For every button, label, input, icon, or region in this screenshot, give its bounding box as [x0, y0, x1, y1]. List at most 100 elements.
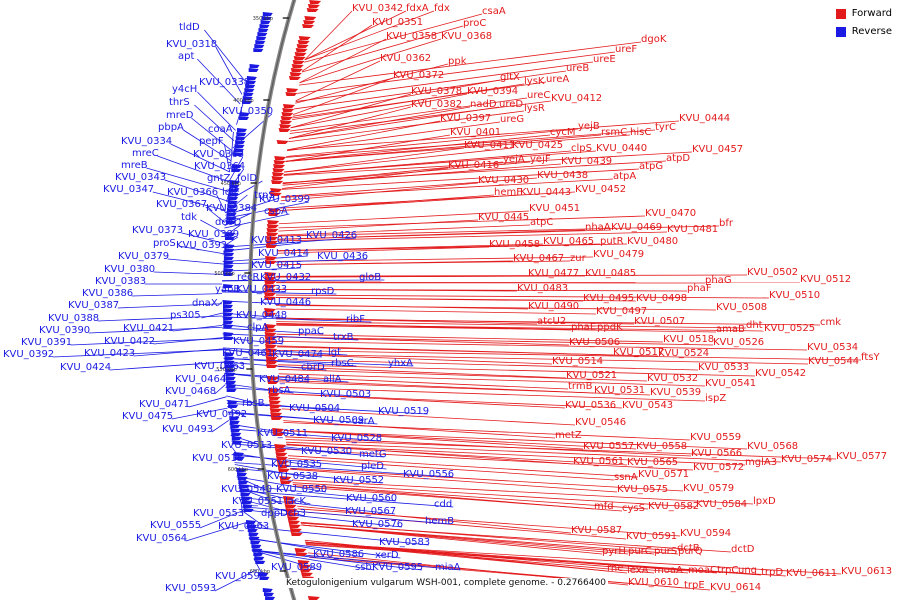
reverse-gene-label[interactable]: KVU_0468	[165, 386, 216, 397]
reverse-gene-label[interactable]: recR	[237, 272, 260, 283]
forward-gene-label[interactable]: KVU_0544	[808, 356, 859, 367]
reverse-gene-label[interactable]: KVU_0475	[122, 411, 173, 422]
forward-gene-label[interactable]: KVU_0582	[648, 501, 699, 512]
forward-gene-label[interactable]: KVU_0397	[440, 113, 491, 124]
forward-gene-label[interactable]: lexA	[627, 565, 649, 576]
forward-gene-label[interactable]: purQ	[678, 546, 703, 557]
reverse-gene-label[interactable]: KVU_0347	[103, 184, 154, 195]
forward-gene-label[interactable]: KVU_0498	[636, 293, 687, 304]
reverse-gene-label[interactable]: KVU_0363	[193, 149, 244, 160]
reverse-gene-label[interactable]: KVU_0379	[118, 251, 169, 262]
reverse-gene-label[interactable]: KVU_0389	[188, 229, 239, 240]
forward-gene-label[interactable]: ureE	[593, 54, 616, 65]
forward-gene-label[interactable]: KVU_0467	[513, 253, 564, 264]
forward-gene-label[interactable]: KVU_0526	[713, 337, 764, 348]
forward-gene-label[interactable]: KVU_0568	[747, 441, 798, 452]
reverse-gene-label[interactable]: KVU_0415	[251, 260, 302, 271]
forward-gene-label[interactable]: KVU_0440	[596, 143, 647, 154]
forward-gene-label[interactable]: KVU_0412	[551, 93, 602, 104]
forward-gene-label[interactable]: atpG	[639, 161, 663, 172]
forward-gene-label[interactable]: KVU_0531	[594, 385, 645, 396]
reverse-gene-label[interactable]: KVU_0550	[276, 484, 327, 495]
reverse-gene-label[interactable]: pepF	[199, 136, 224, 147]
forward-gene-label[interactable]: KVU_0368	[441, 31, 492, 42]
reverse-gene-label[interactable]: carA	[352, 416, 375, 427]
forward-gene-label[interactable]: cycM	[550, 127, 576, 138]
reverse-gene-label[interactable]: y4cH	[172, 84, 197, 95]
forward-gene-label[interactable]: KVU_0610	[628, 577, 679, 588]
reverse-gene-label[interactable]: rbsB	[242, 398, 265, 409]
forward-gene-label[interactable]: KVU_0572	[693, 462, 744, 473]
forward-gene-label[interactable]: KVU_0362	[380, 53, 431, 64]
forward-gene-label[interactable]: KVU_0382	[411, 99, 462, 110]
reverse-gene-label[interactable]: KVU_0421	[123, 323, 174, 334]
forward-gene-label[interactable]: KVU_0579	[683, 483, 734, 494]
reverse-gene-label[interactable]: KVU_0386	[82, 288, 133, 299]
forward-gene-label[interactable]: yejF	[530, 154, 551, 165]
forward-gene-label[interactable]: KVU_0495	[583, 293, 634, 304]
forward-gene-label[interactable]: KVU_0577	[836, 451, 887, 462]
reverse-gene-label[interactable]: KVU_0552	[333, 475, 384, 486]
reverse-gene-label[interactable]: lolE	[222, 187, 240, 198]
forward-gene-label[interactable]: yejA	[503, 154, 525, 165]
reverse-gene-label[interactable]: allA	[323, 374, 342, 385]
forward-gene-label[interactable]: metZ	[555, 430, 582, 441]
forward-gene-label[interactable]: KVU_0524	[658, 348, 709, 359]
forward-gene-label[interactable]: atpA	[613, 171, 636, 182]
forward-gene-label[interactable]: KVU_0425	[512, 140, 563, 151]
forward-gene-label[interactable]: KVU_0439	[561, 156, 612, 167]
reverse-gene-label[interactable]: KVU_0564	[136, 533, 187, 544]
reverse-gene-label[interactable]: KVU_0563	[218, 521, 269, 532]
forward-gene-label[interactable]: KVU_0470	[645, 208, 696, 219]
forward-gene-label[interactable]: pyrH	[602, 546, 626, 557]
reverse-gene-label[interactable]: lacK	[285, 496, 306, 507]
forward-gene-label[interactable]: KVU_0611	[786, 568, 837, 579]
reverse-gene-label[interactable]: KVU_0448	[236, 310, 287, 321]
reverse-gene-label[interactable]: trpS	[254, 190, 275, 201]
reverse-gene-label[interactable]: ps305	[170, 310, 201, 321]
reverse-gene-label[interactable]: KVU_0459	[233, 336, 284, 347]
forward-gene-label[interactable]: hisC	[630, 127, 651, 138]
reverse-gene-label[interactable]: KVU_0595	[372, 562, 423, 573]
reverse-gene-label[interactable]: deoD	[215, 217, 242, 228]
reverse-gene-label[interactable]: yhxA	[388, 358, 413, 369]
forward-gene-label[interactable]: KVU_0517	[613, 347, 664, 358]
forward-gene-label[interactable]: ureF	[615, 44, 637, 55]
forward-gene-label[interactable]: moaC	[688, 565, 717, 576]
forward-gene-label[interactable]: mglA3	[745, 457, 777, 468]
reverse-gene-label[interactable]: gntZ	[207, 173, 231, 184]
forward-gene-label[interactable]: KVU_0559	[690, 432, 741, 443]
reverse-gene-label[interactable]: KVU_0334	[121, 136, 172, 147]
reverse-gene-label[interactable]: thrS	[169, 97, 190, 108]
forward-gene-label[interactable]: dctB	[677, 543, 700, 554]
reverse-gene-label[interactable]: mreC	[132, 148, 159, 159]
forward-gene-label[interactable]: KVU_0416	[448, 160, 499, 171]
forward-gene-label[interactable]: KVU_0543	[622, 400, 673, 411]
forward-gene-label[interactable]: KVU_0358	[386, 31, 437, 42]
reverse-gene-label[interactable]: KVU_0366	[167, 187, 218, 198]
forward-gene-label[interactable]: ftsY	[861, 352, 880, 363]
reverse-gene-label[interactable]: KVU_0590	[215, 571, 266, 582]
forward-gene-label[interactable]: trmB	[568, 381, 593, 392]
forward-gene-label[interactable]: KVU_0584	[696, 499, 747, 510]
reverse-gene-label[interactable]: KVU_0432	[260, 272, 311, 283]
reverse-gene-label[interactable]: KVU_0388	[48, 313, 99, 324]
forward-gene-label[interactable]: ispZ	[705, 393, 726, 404]
reverse-gene-label[interactable]: KVU_0484	[259, 374, 310, 385]
forward-gene-label[interactable]: KVU_0465	[543, 236, 594, 247]
forward-gene-label[interactable]: KVU_0480	[627, 236, 678, 247]
forward-gene-label[interactable]: KVU_0443	[520, 187, 571, 198]
forward-gene-label[interactable]: KVU_0481	[667, 224, 718, 235]
forward-gene-label[interactable]: KVU_0514	[552, 356, 603, 367]
forward-gene-label[interactable]: KVU_0512	[800, 274, 851, 285]
forward-gene-label[interactable]: KVU_0451	[529, 203, 580, 214]
forward-gene-label[interactable]: cmk	[820, 317, 841, 328]
reverse-gene-label[interactable]: rbsA	[268, 385, 291, 396]
forward-gene-label[interactable]: rsmC	[601, 127, 627, 138]
forward-gene-label[interactable]: KVU_0508	[716, 302, 767, 313]
forward-gene-label[interactable]: phaG	[705, 275, 732, 286]
forward-gene-label[interactable]: hemF	[494, 187, 522, 198]
reverse-gene-label[interactable]: KVU_0392	[3, 349, 54, 360]
forward-gene-label[interactable]: KVU_0575	[617, 484, 668, 495]
forward-gene-label[interactable]: ssnA	[614, 472, 638, 483]
